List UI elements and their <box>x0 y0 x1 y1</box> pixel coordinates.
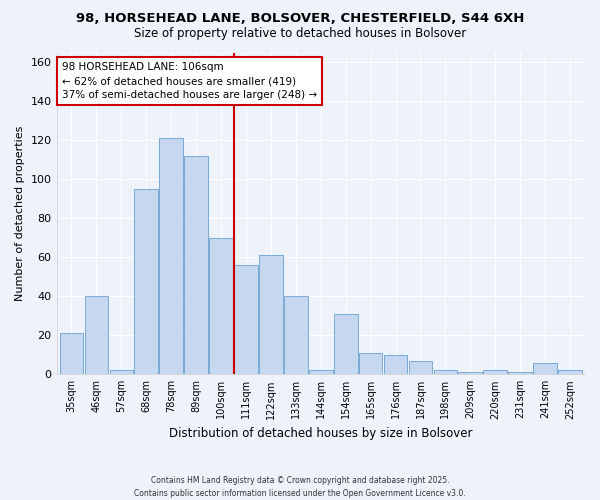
Bar <box>85 296 108 374</box>
Text: Contains HM Land Registry data © Crown copyright and database right 2025.
Contai: Contains HM Land Registry data © Crown c… <box>134 476 466 498</box>
Bar <box>134 189 158 374</box>
Bar <box>409 360 433 374</box>
Bar <box>234 265 258 374</box>
Bar <box>59 334 83 374</box>
Text: 98 HORSEHEAD LANE: 106sqm
← 62% of detached houses are smaller (419)
37% of semi: 98 HORSEHEAD LANE: 106sqm ← 62% of detac… <box>62 62 317 100</box>
Bar <box>209 238 233 374</box>
Bar <box>458 372 482 374</box>
Text: 98, HORSEHEAD LANE, BOLSOVER, CHESTERFIELD, S44 6XH: 98, HORSEHEAD LANE, BOLSOVER, CHESTERFIE… <box>76 12 524 26</box>
Bar <box>284 296 308 374</box>
Bar <box>533 362 557 374</box>
Bar <box>434 370 457 374</box>
X-axis label: Distribution of detached houses by size in Bolsover: Distribution of detached houses by size … <box>169 427 473 440</box>
Bar <box>309 370 332 374</box>
Text: Size of property relative to detached houses in Bolsover: Size of property relative to detached ho… <box>134 28 466 40</box>
Bar <box>484 370 507 374</box>
Bar <box>359 353 382 374</box>
Y-axis label: Number of detached properties: Number of detached properties <box>15 126 25 301</box>
Bar <box>259 256 283 374</box>
Bar <box>558 370 582 374</box>
Bar <box>160 138 183 374</box>
Bar <box>334 314 358 374</box>
Bar <box>384 355 407 374</box>
Bar <box>508 372 532 374</box>
Bar <box>110 370 133 374</box>
Bar <box>184 156 208 374</box>
